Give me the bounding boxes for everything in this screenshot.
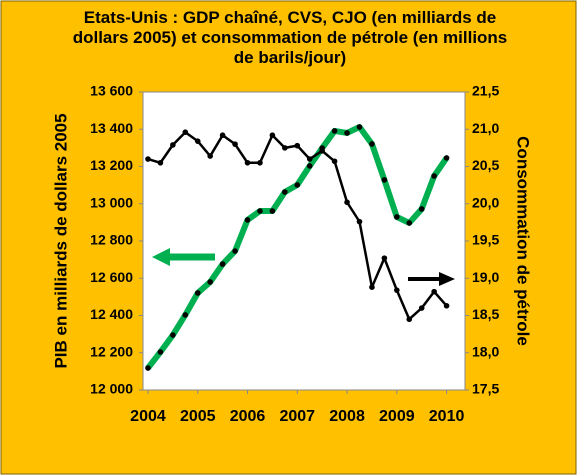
y2-tick-label: 19,0 [472,269,499,285]
right-arrow [408,272,455,286]
point-marker [170,332,176,338]
point-marker [219,132,226,139]
point-marker [431,288,437,295]
y2-axis-title: Consommation de pétrole [514,136,533,346]
point-marker [394,287,400,293]
point-marker [157,349,164,355]
point-marker [207,279,213,285]
chart-title: Etats-Unis : GDP chaîné, CVS, CJO (en mi… [72,8,508,67]
point-marker [232,141,238,147]
point-marker [182,129,189,136]
y2-tick-label: 20,0 [472,194,499,210]
point-marker [269,132,276,139]
y-tick-label: 13 600 [90,83,133,99]
point-marker [431,173,437,179]
y2-tick-label: 21,0 [472,120,499,136]
point-marker [356,218,363,225]
point-marker [443,303,450,309]
point-marker [369,141,375,147]
point-marker [257,159,263,166]
y-tick-label: 12 800 [90,232,133,248]
point-marker [344,199,350,206]
point-marker [269,208,276,214]
y-tick-label: 12 200 [90,343,133,359]
point-marker [418,206,425,212]
y2-tick-label: 21,5 [472,83,499,99]
point-marker [319,148,325,154]
point-marker [170,142,176,148]
x-tick-label: 2010 [429,408,465,425]
y2-tick-label: 17,5 [472,381,499,397]
point-marker [194,138,201,144]
x-tick-label: 2006 [230,408,266,425]
x-tick-label: 2005 [180,408,216,425]
y2-tick-label: 18,0 [472,343,499,359]
point-marker [157,159,164,166]
y-tick-label: 13 200 [90,157,133,173]
point-marker [294,182,301,188]
point-marker [145,365,151,371]
x-tick-label: 2008 [329,408,365,425]
y-tick-label: 12 600 [90,269,133,285]
y-tick-label: 12 000 [90,381,133,397]
left-arrow [152,248,215,266]
point-marker [294,142,301,149]
point-marker [418,305,425,311]
point-marker [244,217,251,223]
x-tick-label: 2007 [279,408,315,425]
y-axis-title: PIB en milliards de dollars 2005 [51,113,70,368]
point-marker [194,290,201,296]
point-marker [344,130,350,136]
point-marker [443,155,450,161]
y-tick-label: 12 400 [90,306,133,322]
y2-tick-label: 19,5 [472,232,499,248]
y2-tick-label: 20,5 [472,157,499,173]
point-marker [381,177,388,183]
point-marker [331,128,338,134]
point-marker [331,158,338,165]
y-tick-label: 13 400 [90,120,133,136]
point-marker [306,156,313,162]
point-marker [406,220,413,226]
point-marker [207,153,213,159]
point-marker [282,145,288,151]
point-marker [356,124,363,130]
y2-tick-label: 18,5 [472,306,499,322]
arrow-head [152,248,170,266]
point-marker [232,248,238,254]
point-marker [381,255,388,261]
point-marker [244,159,251,166]
arrow-head [439,272,455,286]
y-tick-label: 13 000 [90,194,133,210]
point-marker [282,189,288,195]
point-marker [219,261,226,267]
point-marker [257,208,263,214]
point-marker [306,163,313,169]
point-marker [182,312,189,318]
point-marker [369,284,375,290]
x-tick-label: 2009 [379,408,415,425]
x-tick-label: 2004 [130,408,166,425]
point-marker [145,156,151,162]
point-marker [394,214,400,220]
point-marker [406,316,413,323]
